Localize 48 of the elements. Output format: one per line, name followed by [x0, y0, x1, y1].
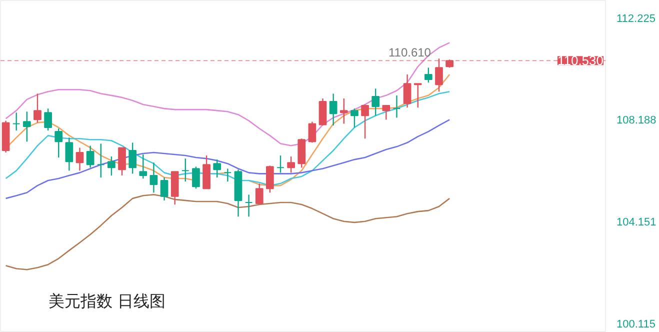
y-tick-label: 104.151 — [616, 216, 656, 229]
line-series — [5, 119, 450, 200]
candlestick — [160, 176, 168, 202]
candlestick — [150, 162, 158, 194]
line-series — [5, 42, 450, 146]
candlestick — [340, 98, 348, 124]
candlestick — [118, 147, 126, 176]
candlestick — [329, 93, 338, 126]
ref-line-label: 110.530 — [557, 53, 604, 68]
candlestick — [244, 194, 253, 218]
candlestick — [350, 108, 358, 128]
candlestick — [392, 94, 401, 118]
candlestick — [298, 138, 306, 168]
candlestick — [139, 154, 148, 180]
candlestick — [96, 143, 105, 178]
candlestick — [308, 121, 316, 144]
candlestick — [213, 158, 222, 178]
candlestick — [108, 156, 116, 176]
candlestick — [181, 158, 190, 182]
candlestick — [128, 142, 137, 174]
candlestick — [318, 98, 327, 126]
candlestick — [76, 147, 84, 172]
candlestick — [414, 82, 422, 108]
candlestick — [192, 166, 200, 190]
y-tick-label: 100.115 — [616, 318, 656, 331]
candlestick — [44, 108, 52, 132]
candlestick — [12, 112, 20, 132]
candlestick — [382, 104, 390, 120]
annotation: 110.610 — [388, 46, 432, 60]
candlestick — [86, 145, 94, 168]
candlestick — [287, 156, 295, 174]
text: 美元指数 日线图 — [48, 292, 166, 310]
candlestick — [202, 154, 210, 190]
candlestick — [255, 182, 264, 204]
candlestick — [34, 93, 42, 124]
candlestick — [65, 136, 74, 172]
y-tick-label: 108.188 — [616, 114, 656, 127]
candlestick — [266, 165, 274, 194]
y-tick-label: 112.225 — [616, 12, 656, 25]
candlestick — [435, 58, 443, 92]
candlestick — [403, 74, 412, 108]
candlestick — [372, 88, 380, 116]
candlestick — [276, 154, 284, 174]
candlestick — [361, 104, 369, 140]
candlestick — [22, 110, 31, 142]
candlestick — [224, 168, 232, 182]
candlestick — [54, 128, 63, 158]
candlestick — [424, 67, 432, 84]
